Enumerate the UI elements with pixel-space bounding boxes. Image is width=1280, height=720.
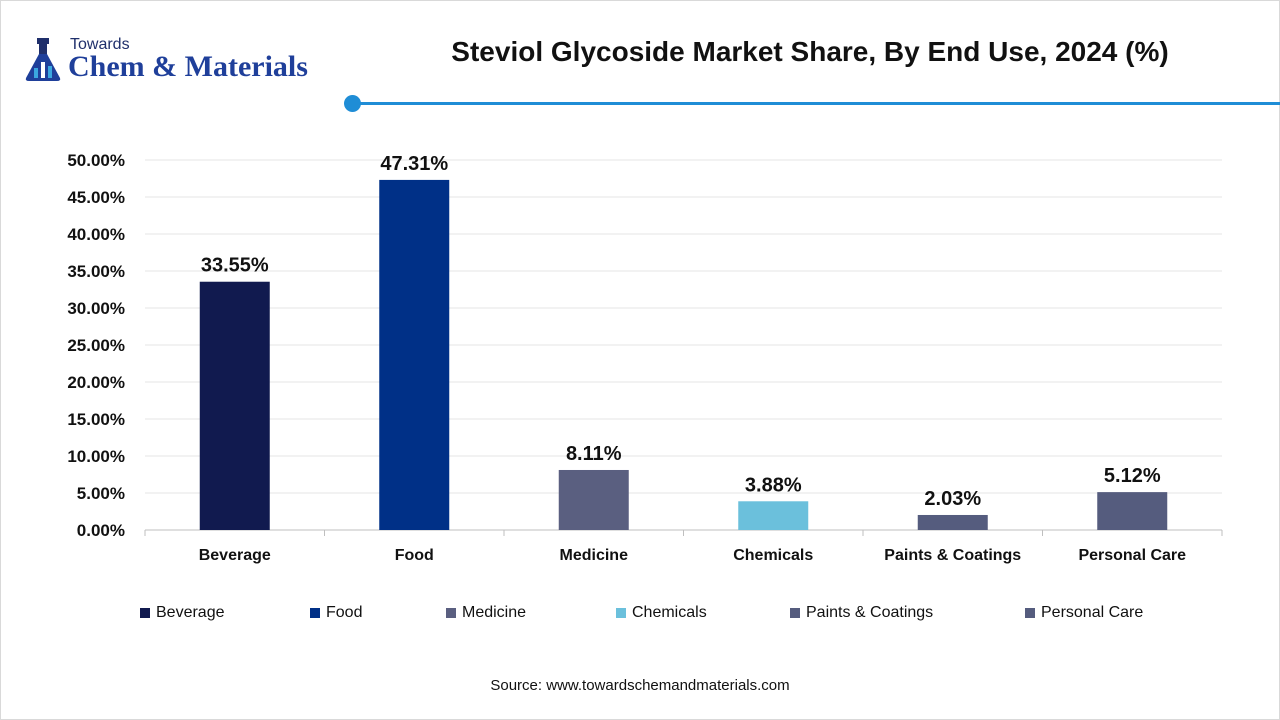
legend-label: Food [326, 604, 363, 621]
brand-top-text: Towards [70, 36, 130, 53]
x-tick-label: Beverage [199, 547, 271, 564]
x-tick-label: Chemicals [733, 547, 813, 564]
legend-item: Beverage [140, 604, 225, 622]
y-tick-label: 15.00% [67, 410, 125, 429]
data-label: 33.55% [201, 255, 269, 277]
legend-item: Paints & Coatings [790, 604, 933, 622]
x-tick-label: Personal Care [1078, 547, 1186, 564]
legend-item: Chemicals [616, 604, 707, 622]
legend-label: Personal Care [1041, 604, 1144, 621]
brand-logo: Towards Chem & Materials [22, 36, 342, 86]
data-label: 2.03% [924, 488, 981, 510]
source-note: Source: www.towardschemandmaterials.com [490, 677, 790, 694]
legend-item: Food [310, 604, 362, 622]
y-tick-label: 30.00% [67, 299, 125, 318]
legend-swatch [140, 608, 150, 618]
y-tick-label: 0.00% [77, 521, 125, 540]
data-label: 8.11% [566, 443, 622, 465]
legend-swatch [310, 608, 320, 618]
legend-item: Personal Care [1025, 604, 1143, 622]
legend-swatch [446, 608, 456, 618]
y-tick-label: 50.00% [67, 151, 125, 170]
y-tick-label: 40.00% [67, 225, 125, 244]
y-tick-label: 10.00% [67, 447, 125, 466]
bar-food [379, 179, 450, 530]
bar-beverage [199, 281, 270, 530]
chart-title: Steviol Glycoside Market Share, By End U… [451, 36, 1169, 67]
data-label: 5.12% [1104, 465, 1161, 487]
axes [144, 529, 1223, 536]
bar-paints-coatings [917, 514, 988, 530]
data-label: 47.31% [380, 153, 448, 175]
legend-swatch [616, 608, 626, 618]
brand-main-text: Chem & Materials [68, 50, 308, 83]
labels: 0.00% 5.00% 10.00% 15.00% 20.00% 25.00% 30.00%… [67, 151, 1186, 564]
y-tick-label: 45.00% [67, 188, 125, 207]
gridlines [145, 159, 1222, 494]
legend-label: Medicine [462, 604, 527, 621]
legend-swatch [790, 608, 800, 618]
title-rule-dot [344, 95, 361, 112]
bar-chemicals [738, 501, 809, 530]
y-tick-label: 35.00% [67, 262, 125, 281]
bar-personal-care [1097, 492, 1168, 530]
bars [199, 179, 1168, 530]
x-tick-label: Food [395, 547, 434, 564]
bar-medicine [558, 469, 629, 530]
y-tick-label: 25.00% [67, 336, 125, 355]
y-tick-label: 5.00% [77, 484, 125, 503]
legend-label: Paints & Coatings [806, 604, 934, 621]
legend-label: Chemicals [632, 604, 707, 621]
data-label: 3.88% [745, 474, 802, 496]
x-tick-label: Medicine [560, 547, 629, 564]
y-tick-label: 20.00% [67, 373, 125, 392]
chart-legend: Beverage Food Medicine Chemicals Paints & Co… [140, 604, 1240, 626]
legend-swatch [1025, 608, 1035, 618]
legend-label: Beverage [156, 604, 225, 621]
x-tick-label: Paints & Coatings [884, 547, 1021, 564]
flask-with-bars-icon [25, 38, 61, 81]
legend-item: Medicine [446, 604, 526, 622]
title-rule [360, 102, 1280, 105]
